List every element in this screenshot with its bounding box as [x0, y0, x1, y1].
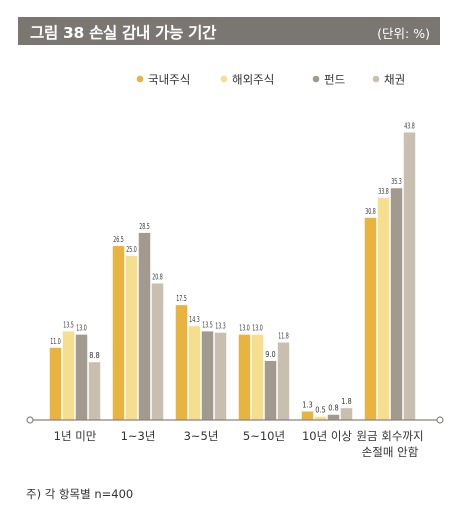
data-label: 13.0 [76, 324, 87, 333]
category-label: 10년 이상 [302, 429, 352, 443]
category-label: 1~3년 [121, 429, 156, 443]
legend-label: 펀드 [324, 73, 345, 87]
unit-label: (단위: %) [377, 26, 430, 41]
data-label: 26.5 [113, 235, 124, 244]
category-label: 5~10년 [243, 429, 285, 443]
bar [138, 232, 151, 420]
data-label: 20.8 [152, 272, 163, 281]
bar [301, 411, 314, 420]
bar [201, 331, 214, 420]
legend-marker [220, 75, 228, 83]
legend-label: 국내주식 [148, 73, 190, 87]
data-label: 13.5 [63, 320, 74, 329]
bar [403, 132, 416, 420]
category-label: 3~5년 [184, 429, 219, 443]
legend-label: 해외주식 [232, 73, 274, 87]
bar [125, 255, 138, 420]
axis-end-marker [26, 416, 34, 424]
data-label: 1.3 [302, 400, 313, 409]
bar [364, 217, 377, 420]
data-label: 1.8 [341, 397, 352, 406]
bar [390, 188, 403, 420]
data-label: 11.8 [278, 332, 289, 341]
data-label: 13.3 [215, 322, 226, 331]
data-label: 17.5 [176, 294, 187, 303]
category-label: 1년 미만 [54, 429, 97, 443]
data-label: 28.5 [139, 222, 150, 231]
bar [175, 305, 188, 420]
bar [214, 332, 227, 420]
data-label: 13.5 [202, 320, 213, 329]
bar [151, 283, 164, 420]
bar [188, 326, 201, 420]
legend-marker [136, 75, 144, 83]
data-label: 11.0 [50, 337, 61, 346]
bar [62, 331, 75, 420]
legend-label: 채권 [384, 73, 405, 87]
bar [112, 246, 125, 420]
data-label: 43.8 [404, 121, 415, 130]
bar [377, 198, 390, 420]
bar [251, 334, 264, 420]
bar [340, 408, 353, 420]
bar [49, 347, 62, 420]
data-label: 35.3 [391, 177, 402, 186]
chart-title: 그림 38 손실 감내 가능 기간 [30, 24, 217, 42]
data-label: 25.0 [126, 245, 137, 254]
legend-marker [312, 75, 320, 83]
bar [264, 360, 277, 420]
bar [238, 334, 251, 420]
legend-marker [372, 75, 380, 83]
category-label: 원금 회수까지 [356, 429, 423, 443]
data-label: 14.3 [189, 315, 200, 324]
data-label: 0.5 [315, 406, 326, 415]
bar [88, 362, 101, 420]
data-label: 9.0 [265, 350, 276, 359]
bar [277, 342, 290, 420]
bar [314, 416, 327, 420]
data-label: 30.8 [365, 207, 376, 216]
data-label: 33.8 [378, 187, 389, 196]
category-label: 손절매 안함 [362, 445, 419, 459]
data-label: 8.8 [89, 351, 100, 360]
bar [75, 334, 88, 420]
data-label: 13.0 [252, 324, 263, 333]
bar [327, 414, 340, 420]
axis-end-marker [436, 416, 444, 424]
data-label: 0.8 [328, 404, 339, 413]
data-label: 13.0 [239, 324, 250, 333]
footnote: 주) 각 항목별 n=400 [26, 487, 134, 501]
chart-header: 그림 38 손실 감내 가능 기간 (단위: %) [18, 17, 440, 45]
